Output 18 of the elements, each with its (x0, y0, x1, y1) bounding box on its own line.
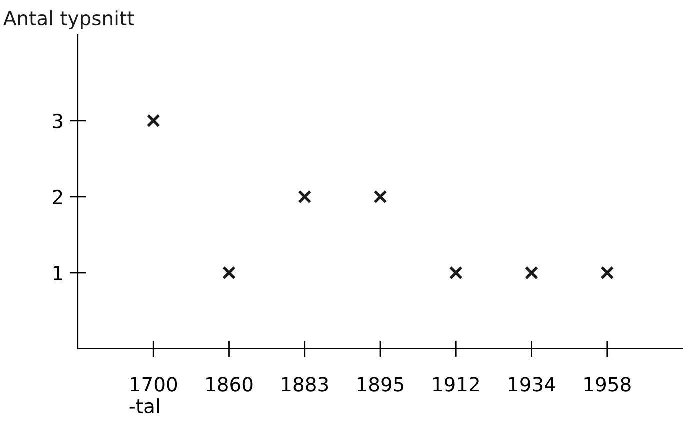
point (298, 190, 312, 204)
x-tick-label: 1934 (509, 377, 556, 392)
x-tick-label: 1912 (434, 377, 479, 392)
x-tick-label: 1700 -tal (130, 377, 178, 414)
y-tick-label: 3 (53, 114, 63, 129)
x-tick-label: 1883 (282, 377, 328, 392)
point (146, 114, 160, 128)
x-tick-label: 1860 (206, 377, 253, 392)
x-tick-label: 1895 (358, 377, 404, 392)
point (374, 190, 388, 204)
x-tick-label: 1958 (584, 377, 631, 392)
y-tick-label: 2 (53, 190, 62, 204)
point (600, 266, 614, 280)
point (449, 266, 463, 280)
point (524, 266, 539, 280)
y-tick-label: 1 (54, 266, 62, 280)
point (222, 266, 236, 280)
y-axis-title: Antal typsnitt (4, 10, 134, 30)
